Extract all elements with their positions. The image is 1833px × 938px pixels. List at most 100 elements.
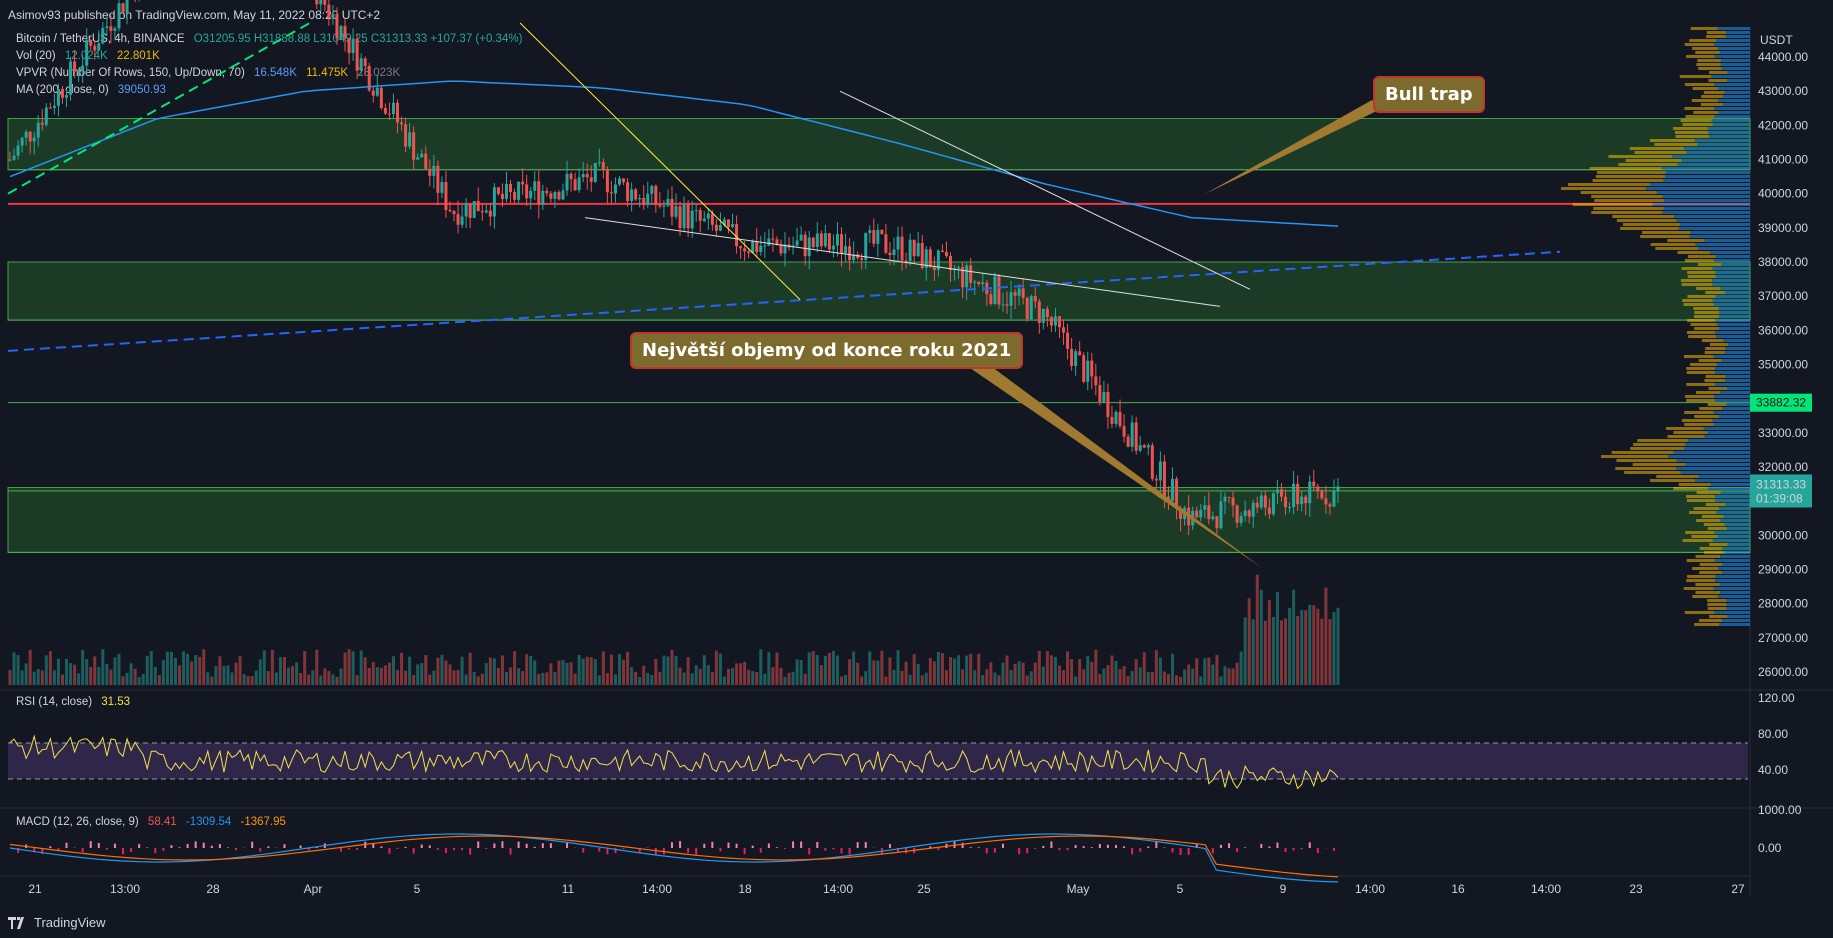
vpvr-bar-down xyxy=(1625,159,1682,162)
volume-bar xyxy=(597,675,601,685)
macd-histogram-bar xyxy=(1155,841,1158,848)
candle-body xyxy=(1110,416,1114,424)
macd-histogram-bar xyxy=(33,848,36,853)
vpvr-bar-down xyxy=(1703,91,1725,94)
candle-body xyxy=(387,113,391,115)
volume-bar xyxy=(1017,661,1021,685)
candle-body xyxy=(819,233,823,247)
volume-bar xyxy=(1187,664,1191,685)
volume-bar xyxy=(948,657,952,685)
candle-body xyxy=(1126,436,1130,447)
volume-bar xyxy=(549,663,553,685)
candle-body xyxy=(85,39,89,66)
macd-histogram-bar xyxy=(113,843,116,848)
vpvr-bar-up xyxy=(1719,583,1750,586)
volume-bar xyxy=(44,655,48,685)
volume-bar xyxy=(202,649,206,685)
vpvr-bar-up xyxy=(1703,427,1750,430)
volume-bar xyxy=(755,672,759,685)
vpvr-bar-down xyxy=(1696,491,1721,494)
vpvr-bar-up xyxy=(1711,75,1750,78)
vpvr-bar-up xyxy=(1715,335,1750,338)
volume-bar xyxy=(254,670,258,685)
volume-bar xyxy=(311,670,315,685)
vpvr-bar-up xyxy=(1724,91,1750,94)
footer-brand[interactable]: TradingView xyxy=(8,915,106,930)
volume-bar xyxy=(1304,610,1308,685)
vpvr-bar-up xyxy=(1727,343,1750,346)
volume-bar xyxy=(932,661,936,685)
vpvr-bar-down xyxy=(1688,335,1716,338)
volume-bar xyxy=(1146,671,1150,685)
volume-bar xyxy=(690,673,694,685)
vpvr-bar-up xyxy=(1714,611,1750,614)
volume-bar xyxy=(747,669,751,685)
vpvr-bar-down xyxy=(1694,415,1720,418)
volume-bar xyxy=(1049,655,1053,685)
vpvr-bar-up xyxy=(1725,347,1750,350)
volume-callout: Největší objemy od konce roku 2021 xyxy=(630,332,1024,369)
candle-body xyxy=(117,3,121,29)
macd-signal-line xyxy=(9,835,1339,878)
vpvr-bar-down xyxy=(1649,139,1695,142)
macd-histogram-bar xyxy=(1211,848,1214,854)
candle-body xyxy=(343,26,347,39)
vpvr-bar-down xyxy=(1667,435,1705,438)
macd-histogram-bar xyxy=(1195,844,1198,848)
candle-body xyxy=(1304,496,1308,504)
macd-histogram-bar xyxy=(218,844,221,848)
volume-bar xyxy=(28,649,32,685)
volume-bar xyxy=(957,655,961,685)
volume-bar xyxy=(618,654,622,685)
rsi-legend[interactable]: RSI (14, close) 31.53 xyxy=(16,696,136,708)
candle-body xyxy=(537,181,541,205)
vpvr-bar-up xyxy=(1714,395,1750,398)
candle-body xyxy=(993,276,997,304)
volume-bar xyxy=(1308,604,1312,685)
volume-bar xyxy=(989,662,993,685)
volume-bar xyxy=(670,649,674,685)
macd-value-1: 58.41 xyxy=(147,816,177,828)
volume-bar xyxy=(1211,664,1215,685)
volume-bar xyxy=(420,663,424,685)
candle-body xyxy=(404,124,408,147)
volume-bar xyxy=(953,658,957,685)
volume-bar xyxy=(1207,657,1211,685)
candle-body xyxy=(678,206,682,229)
macd-histogram-bar xyxy=(1123,846,1126,848)
price-tick-label: 37000.00 xyxy=(1758,289,1808,303)
macd-legend[interactable]: MACD (12, 26, close, 9) 58.41 -1309.54 -… xyxy=(16,816,292,828)
candle-body xyxy=(125,0,129,13)
macd-histogram-bar xyxy=(638,848,641,853)
vpvr-bar-down xyxy=(1699,571,1723,574)
volume-bar xyxy=(771,667,775,685)
vpvr-bar-down xyxy=(1692,47,1719,50)
volume-bar xyxy=(682,672,686,685)
volume-legend[interactable]: Vol (20) 12.024K 22.801K xyxy=(16,50,166,62)
volume-bar xyxy=(1102,668,1106,685)
vpvr-bar-down xyxy=(1623,223,1681,226)
vpvr-bar-up xyxy=(1726,603,1750,606)
candle-body xyxy=(936,250,940,270)
vpvr-legend[interactable]: VPVR (Number Of Rows, 150, Up/Down, 70) … xyxy=(16,67,406,79)
vpvr-bar-up xyxy=(1720,491,1750,494)
macd-histogram-bar xyxy=(517,841,520,848)
candle-body xyxy=(1288,507,1292,509)
volume-bar xyxy=(315,649,319,685)
candle-body xyxy=(504,183,508,200)
vpvr-bar-down xyxy=(1689,511,1717,514)
volume-bar xyxy=(1300,610,1304,685)
volume-bar xyxy=(8,670,12,685)
vpvr-bar-down xyxy=(1705,347,1726,350)
macd-histogram-bar xyxy=(864,842,867,848)
volume-bar xyxy=(335,676,339,685)
vpvr-bar-up xyxy=(1726,599,1750,602)
candle-body xyxy=(1062,327,1066,333)
vpvr-bar-up xyxy=(1718,111,1750,114)
volume-bar xyxy=(387,662,391,685)
candle-body xyxy=(1134,422,1138,451)
volume-bar xyxy=(363,657,367,685)
price-tick-label: 42000.00 xyxy=(1758,118,1808,132)
volume-bar xyxy=(831,650,835,685)
